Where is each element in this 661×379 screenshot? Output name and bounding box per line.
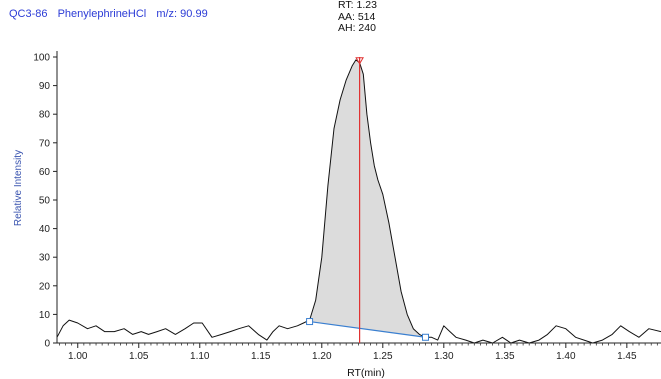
compound-name: PhenylephrineHCl [57,8,147,20]
chromatogram-header: QC3-86 PhenylephrineHCl m/z: 90.99 [9,8,215,20]
y-tick-label: 80 [39,110,51,121]
sample-name: QC3-86 [9,8,48,20]
peak-height-label: AH: 240 [338,22,376,34]
x-tick-label: 1.00 [68,351,88,362]
mz-value: m/z: 90.99 [156,8,208,20]
peak-markers [306,57,430,343]
x-tick-label: 1.25 [373,351,393,362]
y-tick-label: 70 [39,138,51,149]
y-tick-label: 0 [44,339,50,350]
peak-end-marker [422,333,430,341]
peak-rt-label: RT: 1.23 [338,0,377,11]
y-tick-label: 40 [39,224,51,235]
trace-layer [56,59,661,344]
y-tick-label: 20 [39,281,51,292]
y-tick-label: 60 [39,167,51,178]
x-axis-title: RT(min) [347,367,385,379]
peak-start-marker [306,318,314,326]
y-tick-label: 10 [39,310,51,321]
y-axis-ticks: 0 10 20 30 40 50 60 70 80 90 100 [33,53,57,350]
apex-marker [355,57,364,65]
x-tick-label: 1.45 [617,351,637,362]
x-tick-label: 1.15 [251,351,271,362]
intensity-trace [56,59,661,344]
peak-area-label: AA: 514 [338,10,376,23]
x-tick-label: 1.35 [495,351,515,362]
peak-baseline [309,320,426,338]
x-tick-label: 1.30 [434,351,454,362]
x-tick-label: 1.10 [190,351,210,362]
y-tick-label: 30 [39,253,51,264]
x-tick-label: 1.20 [312,351,332,362]
x-tick-label: 1.05 [129,351,149,362]
y-tick-label: 90 [39,81,51,92]
x-tick-label: 1.40 [556,351,576,362]
y-axis-title: Relative Intensity [13,150,24,226]
x-axis-ticks: 1.00 1.05 1.10 1.15 1.20 1.25 1.30 1.35 1.40 1.45 [59,343,658,362]
y-tick-label: 50 [39,196,51,207]
axes-layer [56,51,661,344]
peak-annotation: RT: 1.23 AA: 514 AH: 240 [338,0,377,35]
y-tick-label: 100 [33,53,50,64]
